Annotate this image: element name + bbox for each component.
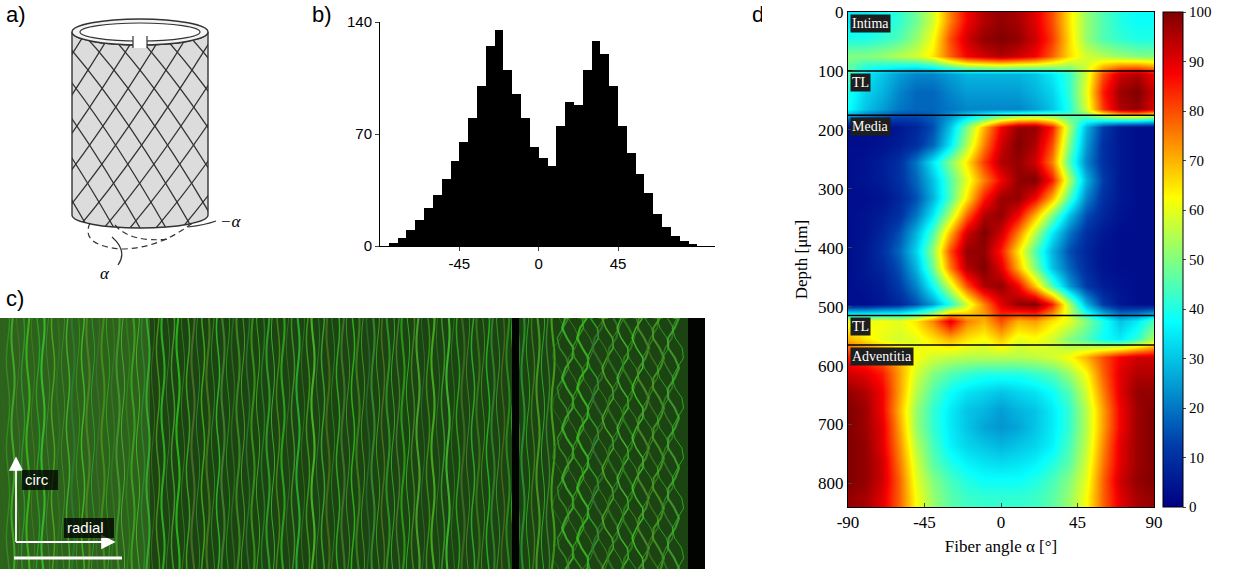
svg-text:40: 40 — [1189, 301, 1204, 317]
html-text:a): a) — [6, 2, 26, 27]
svg-text:circ: circ — [25, 471, 49, 488]
svg-text:700: 700 — [818, 415, 844, 434]
svg-text:0: 0 — [997, 513, 1006, 532]
svg-text:Fiber angle α [°]: Fiber angle α [°] — [945, 537, 1057, 556]
svg-text:200: 200 — [818, 121, 844, 140]
svg-text:20: 20 — [1189, 400, 1204, 416]
svg-text:−α: −α — [220, 212, 241, 231]
svg-text:0: 0 — [1189, 499, 1197, 515]
svg-text:140: 140 — [347, 13, 372, 30]
svg-text:α: α — [100, 264, 110, 283]
svg-text:10: 10 — [1189, 450, 1204, 466]
svg-text:-90: -90 — [837, 513, 860, 532]
svg-text:0: 0 — [364, 237, 372, 254]
svg-text:Media: Media — [852, 119, 889, 134]
svg-text:80: 80 — [1189, 103, 1204, 119]
svg-text:90: 90 — [1189, 54, 1204, 70]
svg-text:45: 45 — [1069, 513, 1086, 532]
svg-text:TL: TL — [852, 75, 869, 90]
svg-text:500: 500 — [818, 298, 844, 317]
svg-text:TL: TL — [852, 319, 869, 334]
svg-text:Adventitia: Adventitia — [852, 349, 912, 364]
svg-text:-45: -45 — [448, 255, 470, 272]
html-text:c): c) — [6, 286, 25, 311]
svg-text:0: 0 — [535, 255, 543, 272]
html-text:d): d) — [752, 2, 772, 27]
svg-text:70: 70 — [355, 125, 372, 142]
svg-text:30: 30 — [1189, 351, 1204, 367]
svg-text:100: 100 — [818, 62, 844, 81]
svg-text:90: 90 — [1146, 513, 1163, 532]
svg-text:800: 800 — [818, 474, 844, 493]
svg-text:50: 50 — [1189, 252, 1204, 268]
svg-text:radial: radial — [67, 519, 104, 536]
svg-text:0: 0 — [835, 3, 844, 22]
svg-text:300: 300 — [818, 180, 844, 199]
html-text:b): b) — [312, 2, 332, 27]
svg-text:400: 400 — [818, 239, 844, 258]
svg-text:600: 600 — [818, 357, 844, 376]
svg-text:60: 60 — [1189, 202, 1204, 218]
svg-text:70: 70 — [1189, 153, 1204, 169]
svg-text:Intima: Intima — [852, 16, 889, 31]
svg-text:100: 100 — [1189, 4, 1212, 20]
svg-text:-45: -45 — [913, 513, 936, 532]
svg-text:45: 45 — [610, 255, 627, 272]
svg-text:Depth [μm]: Depth [μm] — [792, 220, 811, 299]
